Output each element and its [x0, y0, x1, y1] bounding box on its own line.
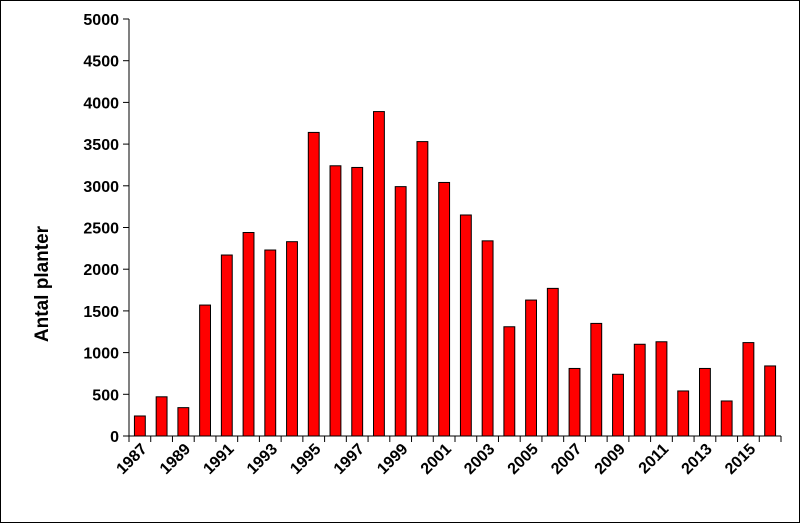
bar-2002	[459, 214, 472, 437]
bar-2011	[655, 341, 668, 437]
bar-2013	[699, 367, 711, 437]
bar-1987	[133, 415, 146, 437]
y-tick-label: 500	[92, 387, 119, 404]
bar-1988	[155, 396, 168, 437]
bar-2014	[720, 400, 733, 437]
bar-1989	[177, 407, 190, 437]
bar-1995	[307, 131, 320, 437]
x-tick-label: 1989	[157, 441, 194, 478]
bar-1999	[394, 186, 407, 437]
bar-1992	[242, 232, 255, 437]
bar-1996	[329, 165, 342, 437]
y-tick-label: 3000	[83, 179, 119, 196]
x-tick-label: 1991	[200, 441, 237, 478]
bar-2008	[590, 322, 603, 437]
bar-2003	[481, 240, 494, 437]
x-tick-label: 1997	[331, 441, 368, 478]
x-tick-label: 2001	[418, 441, 455, 478]
bar-2000	[416, 141, 429, 437]
y-tick-label: 4500	[83, 54, 119, 71]
bar-2004	[503, 326, 516, 437]
bar-2007	[568, 367, 581, 437]
bar-1993	[264, 249, 277, 437]
y-tick-label: 1000	[83, 346, 119, 363]
y-axis-label: Antal planter	[32, 225, 53, 342]
bar-1991	[220, 254, 233, 437]
x-tick-label: 2011	[636, 441, 673, 478]
y-tick-label: 4000	[83, 95, 119, 112]
bar-2005	[525, 299, 538, 437]
bar-1990	[199, 304, 212, 437]
y-tick-label: 2000	[83, 262, 119, 279]
x-tick-label: 1995	[287, 441, 324, 478]
y-tick-label: 5000	[83, 12, 119, 29]
bar-2010	[633, 343, 646, 437]
y-tick-label: 0	[110, 429, 119, 446]
x-tick-label: 2009	[592, 441, 629, 478]
bar-1998	[373, 111, 385, 437]
bar-2006	[546, 287, 559, 437]
bar-2009	[612, 373, 624, 437]
bar-2015	[742, 342, 755, 437]
bar-1997	[351, 166, 364, 437]
x-tick-label: 1987	[114, 441, 151, 478]
x-tick-label: 1999	[374, 441, 411, 478]
bar-1994	[286, 241, 298, 437]
x-tick-label: 2003	[461, 441, 498, 478]
bar-2001	[438, 181, 451, 437]
x-tick-label: 2005	[505, 441, 542, 478]
x-tick-label: 1993	[244, 441, 281, 478]
bar-2016	[764, 365, 777, 437]
x-tick-label: 2015	[722, 441, 759, 478]
x-tick-label: 2013	[679, 441, 716, 478]
y-ticks: 0 500 1000 1500 2000 2500 3000 3500 4000 4500 5000	[83, 12, 129, 446]
y-tick-label: 2500	[83, 221, 119, 238]
bar-2012	[677, 390, 690, 437]
y-tick-label: 1500	[83, 304, 119, 321]
bars	[133, 111, 777, 437]
y-tick-label: 3500	[83, 137, 119, 154]
x-ticks: 1987 1989 1991 1993 1995 1997 1999 2001 2003 2005…	[114, 436, 782, 478]
x-tick-label: 2007	[548, 441, 585, 478]
